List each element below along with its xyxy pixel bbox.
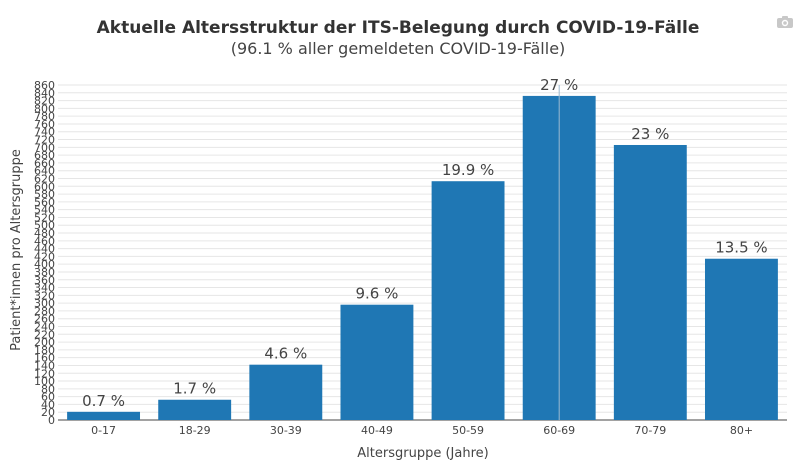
y-tick-label: 700 xyxy=(34,141,55,154)
bars xyxy=(67,85,778,420)
data-label: 13.5 % xyxy=(715,239,767,257)
y-tick-label: 200 xyxy=(34,336,55,349)
y-tick-label: 40 xyxy=(41,398,55,411)
y-tick-label: 520 xyxy=(34,211,55,224)
y-tick-label: 720 xyxy=(34,134,55,147)
data-label: 1.7 % xyxy=(173,380,216,398)
x-tick-label: 70-79 xyxy=(634,424,666,437)
bar xyxy=(613,144,687,420)
x-tick-label: 18-29 xyxy=(179,424,211,437)
y-tick-label: 820 xyxy=(34,95,55,108)
data-label: 23 % xyxy=(631,125,669,143)
bar xyxy=(340,304,414,420)
bar xyxy=(704,258,778,420)
bar xyxy=(67,411,141,420)
bar xyxy=(431,181,505,420)
x-tick-label: 30-39 xyxy=(270,424,302,437)
y-tick-label: 740 xyxy=(34,126,55,139)
y-tick-label: 640 xyxy=(34,165,55,178)
y-tick-label: 600 xyxy=(34,180,55,193)
data-label: 27 % xyxy=(540,76,578,94)
data-label: 9.6 % xyxy=(355,285,398,303)
y-tick-label: 20 xyxy=(41,406,55,419)
chart-title: Aktuelle Altersstruktur der ITS-Belegung… xyxy=(97,18,700,38)
x-tick-label: 60-69 xyxy=(543,424,575,437)
y-tick-label: 240 xyxy=(34,321,55,334)
data-label: 0.7 % xyxy=(82,392,125,410)
y-tick-label: 440 xyxy=(34,243,55,256)
y-tick-label: 500 xyxy=(34,219,55,232)
y-tick-label: 60 xyxy=(41,391,55,404)
y-tick-label: 380 xyxy=(34,266,55,279)
y-tick-label: 840 xyxy=(34,87,55,100)
y-tick-label: 580 xyxy=(34,188,55,201)
y-tick-label: 540 xyxy=(34,204,55,217)
y-tick-label: 120 xyxy=(34,367,55,380)
y-tick-label: 400 xyxy=(34,258,55,271)
y-tick-label: 0 xyxy=(48,414,55,427)
y-tick-label: 560 xyxy=(34,196,55,209)
y-tick-label: 100 xyxy=(34,375,55,388)
y-tick-label: 220 xyxy=(34,328,55,341)
x-tick-label: 0-17 xyxy=(91,424,116,437)
y-tick-label: 480 xyxy=(34,227,55,240)
y-tick-label: 80 xyxy=(41,383,55,396)
y-tick-label: 660 xyxy=(34,157,55,170)
y-tick-label: 160 xyxy=(34,352,55,365)
x-tick-label: 50-59 xyxy=(452,424,484,437)
y-tick-label: 800 xyxy=(34,102,55,115)
x-tick-label: 80+ xyxy=(730,424,753,437)
camera-icon[interactable] xyxy=(776,14,794,28)
chart-subtitle: (96.1 % aller gemeldeten COVID-19-Fälle) xyxy=(231,39,566,58)
y-tick-label: 760 xyxy=(34,118,55,131)
y-axis-label: Patient*innen pro Altersgruppe xyxy=(9,149,24,351)
y-tick-label: 280 xyxy=(34,305,55,318)
y-tick-label: 140 xyxy=(34,359,55,372)
y-tick-label: 300 xyxy=(34,297,55,310)
bar xyxy=(158,399,232,420)
y-tick-label: 780 xyxy=(34,110,55,123)
y-tick-label: 180 xyxy=(34,344,55,357)
x-axis-ticks: 0-17 18-29 30-39 40-49 50-59 60-69 70-79 80+ xyxy=(91,424,753,437)
y-tick-label: 460 xyxy=(34,235,55,248)
y-tick-label: 420 xyxy=(34,250,55,263)
y-tick-label: 860 xyxy=(34,79,55,92)
y-axis-ticks: 0204060801001201401601802002202402602803… xyxy=(34,79,55,427)
y-tick-label: 320 xyxy=(34,289,55,302)
x-axis-label: Altersgruppe (Jahre) xyxy=(357,446,488,461)
data-label: 19.9 % xyxy=(442,161,494,179)
y-tick-label: 260 xyxy=(34,313,55,326)
data-labels: 0.7 % 1.7 % 4.6 % 9.6 % 19.9 % 27 % 23 % 13.5 % xyxy=(82,76,768,410)
y-tick-label: 360 xyxy=(34,274,55,287)
data-label: 4.6 % xyxy=(264,345,307,363)
y-tick-label: 340 xyxy=(34,282,55,295)
x-tick-label: 40-49 xyxy=(361,424,393,437)
y-tick-label: 620 xyxy=(34,172,55,185)
y-tick-label: 680 xyxy=(34,149,55,162)
bar xyxy=(249,364,323,420)
